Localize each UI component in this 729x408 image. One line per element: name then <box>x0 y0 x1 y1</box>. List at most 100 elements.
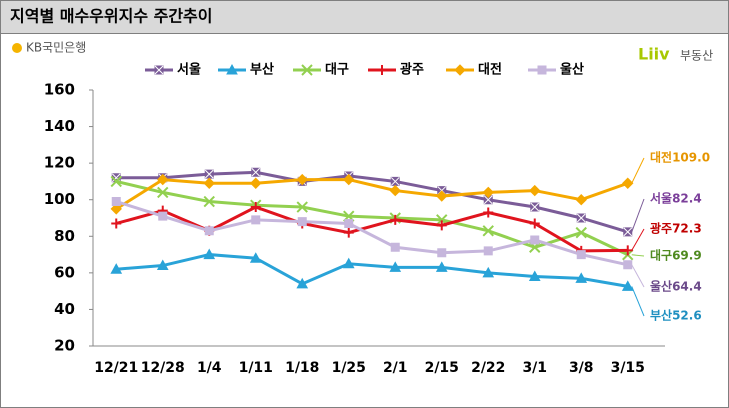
legend-marker <box>226 63 238 75</box>
marker-cross <box>576 213 586 223</box>
legend-label: 대전 <box>478 62 502 78</box>
marker <box>483 246 493 256</box>
marker-cross <box>390 177 400 186</box>
marker <box>575 194 587 206</box>
legend-label: 서울 <box>177 62 201 78</box>
label-leader <box>631 157 645 184</box>
marker <box>390 214 401 225</box>
value-label: 부산52.6 <box>650 308 702 323</box>
legend-label: 대구 <box>325 63 349 78</box>
marker-cross <box>623 227 633 237</box>
series-line <box>116 170 629 234</box>
y-tick-label: 20 <box>54 337 75 355</box>
label-leader <box>631 286 645 317</box>
legend-label: 울산 <box>560 62 584 78</box>
marker <box>203 195 215 208</box>
x-tick-label: 3/15 <box>611 360 645 376</box>
label-bg <box>648 149 716 167</box>
marker <box>204 226 214 236</box>
label-bg <box>648 190 716 208</box>
x-tick-label: 1/11 <box>239 360 273 376</box>
marker <box>296 277 309 289</box>
legend-item: 부산 <box>218 62 274 78</box>
label-leader <box>631 228 645 251</box>
marker <box>482 266 495 278</box>
series-line <box>115 178 629 211</box>
marker <box>435 261 448 272</box>
marker <box>249 252 262 263</box>
marker <box>575 226 587 239</box>
legend-item: 대전 <box>446 62 502 78</box>
y-tick-label: 80 <box>54 227 75 245</box>
marker <box>296 173 308 186</box>
brand-right: 부동산 <box>680 49 713 63</box>
marker-cross <box>154 65 164 75</box>
marker <box>110 203 122 215</box>
chart-title: 지역별 매수우위지수 주간추이 <box>10 7 213 26</box>
marker <box>437 248 447 258</box>
x-tick-label: 2/22 <box>471 360 505 376</box>
legend-marker <box>301 64 313 76</box>
x-tick-label: 1/4 <box>197 360 222 376</box>
marker <box>344 218 354 228</box>
value-label: 서울82.4 <box>650 191 702 206</box>
x-tick-label: 1/25 <box>332 360 366 376</box>
marker <box>390 242 400 252</box>
marker <box>157 186 169 199</box>
marker <box>110 263 123 274</box>
marker <box>110 175 122 188</box>
marker <box>530 235 540 245</box>
legend-item: 대구 <box>293 63 349 78</box>
marker-cross <box>483 195 493 205</box>
x-tick-label: 2/1 <box>383 360 408 376</box>
legend-label: 부산 <box>250 62 274 78</box>
marker <box>156 259 169 271</box>
marker <box>157 173 169 186</box>
label-bg <box>648 307 716 325</box>
marker <box>111 218 122 229</box>
label-leader <box>631 254 645 257</box>
x-tick-label: 3/8 <box>569 360 594 376</box>
value-label: 대전109.0 <box>650 150 710 165</box>
marker <box>622 245 633 256</box>
title-bar <box>0 0 729 34</box>
x-tick-label: 12/21 <box>94 360 138 376</box>
brand-liiv: Liiv <box>638 45 670 64</box>
marker <box>250 177 262 189</box>
marker <box>296 201 308 213</box>
marker <box>297 217 307 227</box>
marker <box>203 248 216 260</box>
label-bg <box>648 278 716 296</box>
y-tick-label: 60 <box>54 263 75 281</box>
marker <box>621 280 634 291</box>
legend-item: 울산 <box>528 62 584 78</box>
value-label: 대구69.9 <box>650 249 702 263</box>
marker <box>529 218 540 229</box>
kb-logo-mark <box>12 43 22 53</box>
marker <box>436 220 447 231</box>
x-tick-label: 1/18 <box>285 360 319 376</box>
marker <box>482 225 494 237</box>
marker <box>250 202 261 213</box>
x-tick-label: 12/28 <box>141 360 185 376</box>
legend-marker <box>377 65 387 75</box>
marker <box>622 177 634 189</box>
series-line <box>115 179 629 257</box>
legend-label: 광주 <box>400 63 424 78</box>
series-line <box>115 200 629 267</box>
label-leader <box>631 198 645 233</box>
marker <box>482 186 494 199</box>
marker <box>251 215 261 225</box>
series-line <box>116 253 629 288</box>
marker <box>158 211 168 221</box>
legend-marker <box>454 64 466 76</box>
marker <box>575 272 588 283</box>
brand-left: KB국민은행 <box>26 40 86 55</box>
marker-cross <box>204 169 214 179</box>
marker <box>343 227 354 238</box>
value-label: 광주72.3 <box>650 221 702 236</box>
x-tick-label: 2/15 <box>425 360 459 376</box>
label-bg <box>648 247 716 265</box>
y-tick-label: 120 <box>44 154 75 172</box>
